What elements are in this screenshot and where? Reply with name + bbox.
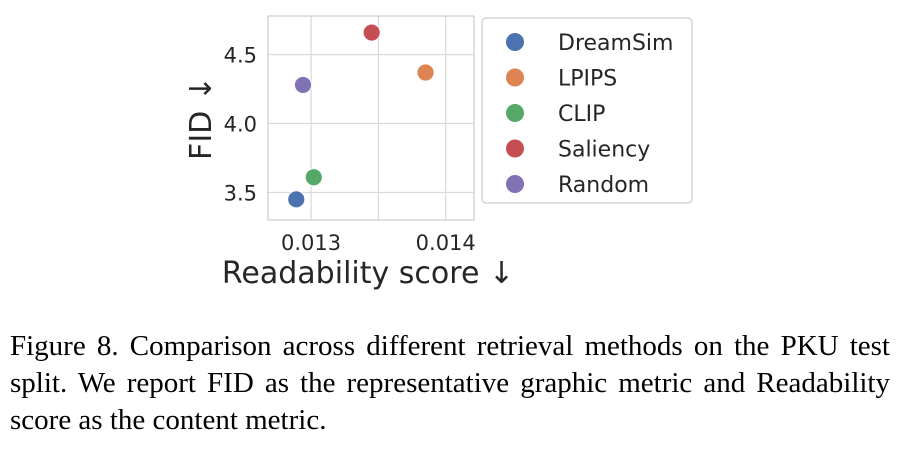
legend-marker-saliency bbox=[506, 139, 524, 158]
y-axis-title: FID ↓ bbox=[184, 76, 219, 160]
x-axis-title: Readability score ↓ bbox=[222, 256, 514, 291]
point-lpips bbox=[416, 63, 435, 82]
legend-label-random: Random bbox=[558, 173, 649, 198]
point-random bbox=[294, 76, 312, 94]
legend-label-clip: CLIP bbox=[558, 102, 605, 127]
y-tick-label-2: 4.5 bbox=[224, 44, 257, 68]
scatter-chart: 0.013 0.014 3.5 4.0 4.5 Readability score ↓… bbox=[184, 15, 693, 291]
x-tick-label-0: 0.013 bbox=[281, 231, 341, 255]
y-tick-labels: 3.5 4.0 4.5 bbox=[224, 44, 257, 206]
x-tick-labels: 0.013 0.014 bbox=[281, 231, 476, 255]
legend-marker-dreamsim bbox=[506, 33, 524, 51]
x-tick-label-1: 0.014 bbox=[416, 231, 476, 255]
legend: DreamSim LPIPS CLIP Saliency Random bbox=[481, 17, 693, 204]
point-clip bbox=[304, 168, 323, 187]
legend-marker-clip bbox=[506, 104, 524, 122]
point-dreamsim bbox=[287, 190, 306, 209]
point-saliency bbox=[362, 23, 381, 42]
data-points bbox=[287, 23, 435, 209]
legend-label-saliency: Saliency bbox=[558, 138, 650, 163]
grid-lines bbox=[268, 16, 474, 220]
legend-label-dreamsim: DreamSim bbox=[558, 31, 673, 56]
figure-caption: Figure 8. Comparison across different re… bbox=[10, 330, 890, 436]
legend-label-lpips: LPIPS bbox=[558, 67, 617, 92]
y-tick-label-1: 4.0 bbox=[224, 113, 257, 137]
legend-marker-lpips bbox=[506, 68, 524, 87]
y-tick-label-0: 3.5 bbox=[224, 181, 257, 205]
plot-area-frame bbox=[267, 15, 475, 221]
legend-frame bbox=[481, 17, 693, 204]
legend-marker-random bbox=[506, 175, 524, 193]
